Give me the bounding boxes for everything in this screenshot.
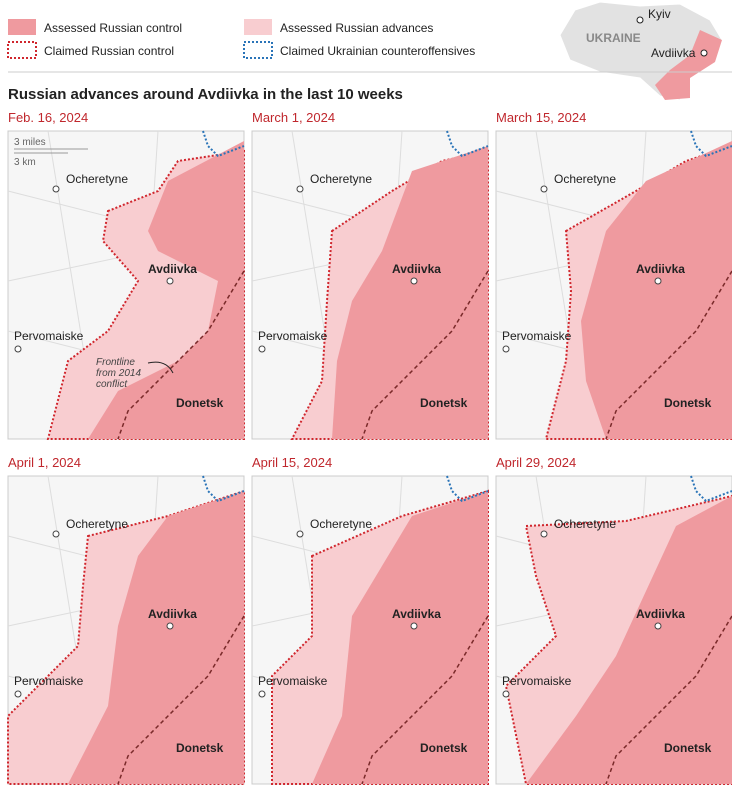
- place-label: Avdiivka: [636, 262, 685, 276]
- place-label: Pervomaiske: [258, 674, 328, 688]
- place-dot: [296, 185, 304, 193]
- frontline-2014: [605, 615, 732, 785]
- place-label: Avdiivka: [148, 262, 197, 276]
- place-label: Ocheretyne: [66, 172, 128, 186]
- place-dot: [502, 345, 510, 353]
- assessed-control: [68, 491, 244, 784]
- assessed-control: [526, 496, 732, 784]
- place-dot: [166, 622, 174, 630]
- place-dot: [654, 622, 662, 630]
- place-label: Pervomaiske: [14, 674, 84, 688]
- scale-label: 3 km: [14, 157, 36, 168]
- inset-dot: [700, 49, 708, 57]
- place-label: Pervomaiske: [258, 329, 328, 343]
- place-dot: [52, 530, 60, 538]
- frontline-2014: [117, 615, 245, 785]
- place-label: Avdiivka: [392, 262, 441, 276]
- map-panel: Ocheretyne Avdiivka Pervomaiske Donetsk 3 mi…: [7, 130, 245, 440]
- place-label: Pervomaiske: [502, 674, 572, 688]
- place-label: Ocheretyne: [554, 172, 616, 186]
- swatch-claimed-russian: [7, 41, 37, 59]
- title: Russian advances around Avdiivka in the …: [8, 86, 403, 103]
- panel-date: March 15, 2024: [496, 110, 586, 125]
- swatch-claimed-ukrainian: [243, 41, 273, 59]
- place-dot: [14, 345, 22, 353]
- place-dot: [540, 185, 548, 193]
- place-label: Avdiivka: [636, 607, 685, 621]
- legend-label: Assessed Russian advances: [280, 21, 433, 35]
- inset-city: Avdiivka: [651, 46, 696, 60]
- place-label: Donetsk: [176, 396, 224, 410]
- panel-date: April 15, 2024: [252, 455, 332, 470]
- legend-label: Claimed Ukrainian counteroffensives: [280, 44, 475, 58]
- place-label: Donetsk: [176, 741, 224, 755]
- assessed-control: [88, 141, 244, 439]
- place-dot: [166, 277, 174, 285]
- place-dot: [258, 345, 266, 353]
- place-label: Avdiivka: [148, 607, 197, 621]
- place-dot: [410, 622, 418, 630]
- annotation: from 2014: [96, 368, 141, 379]
- place-label: Avdiivka: [392, 607, 441, 621]
- frontline-2014: [361, 615, 489, 785]
- place-label: Pervomaiske: [14, 329, 84, 343]
- place-label: Donetsk: [420, 396, 468, 410]
- place-label: Donetsk: [664, 396, 712, 410]
- map-panel: Ocheretyne Avdiivka Pervomaiske Donetsk: [495, 475, 732, 785]
- inset-occupied: [655, 30, 722, 100]
- assessed-control: [332, 146, 488, 439]
- place-label: Ocheretyne: [554, 517, 616, 531]
- place-label: Ocheretyne: [310, 172, 372, 186]
- map-panel: Ocheretyne Avdiivka Pervomaiske Donetsk: [251, 475, 489, 785]
- panel-date: Feb. 16, 2024: [8, 110, 88, 125]
- place-dot: [502, 690, 510, 698]
- annotation: Frontline: [96, 357, 135, 368]
- frontline-2014: [361, 270, 489, 440]
- panel-date: April 29, 2024: [496, 455, 576, 470]
- place-dot: [14, 690, 22, 698]
- swatch-control: [8, 19, 36, 35]
- place-dot: [296, 530, 304, 538]
- map-panel: Ocheretyne Avdiivka Pervomaiske Donetsk: [7, 475, 245, 785]
- place-dot: [540, 530, 548, 538]
- place-dot: [258, 690, 266, 698]
- map-panel: Ocheretyne Avdiivka Pervomaiske Donetsk: [495, 130, 732, 440]
- assessed-control: [312, 491, 488, 784]
- place-dot: [654, 277, 662, 285]
- place-label: Pervomaiske: [502, 329, 572, 343]
- map-panel: Ocheretyne Avdiivka Pervomaiske Donetsk: [251, 130, 489, 440]
- place-label: Donetsk: [420, 741, 468, 755]
- panel-date: April 1, 2024: [8, 455, 81, 470]
- place-dot: [410, 277, 418, 285]
- inset-dot: [636, 16, 644, 24]
- annotation-arrow: [147, 361, 174, 374]
- place-label: Ocheretyne: [310, 517, 372, 531]
- place-label: Ocheretyne: [66, 517, 128, 531]
- scale-label: 3 miles: [14, 137, 46, 148]
- frontline-2014: [605, 270, 732, 440]
- place-dot: [52, 185, 60, 193]
- assessed-control: [581, 141, 732, 439]
- annotation: conflict: [96, 379, 128, 390]
- inset-city: Kyiv: [648, 7, 671, 21]
- place-label: Donetsk: [664, 741, 712, 755]
- legend-label: Assessed Russian control: [44, 21, 182, 35]
- inset-country: UKRAINE: [586, 31, 641, 45]
- legend-label: Claimed Russian control: [44, 44, 174, 58]
- swatch-advances: [244, 19, 272, 35]
- frontline-2014: [117, 270, 245, 440]
- panel-date: March 1, 2024: [252, 110, 335, 125]
